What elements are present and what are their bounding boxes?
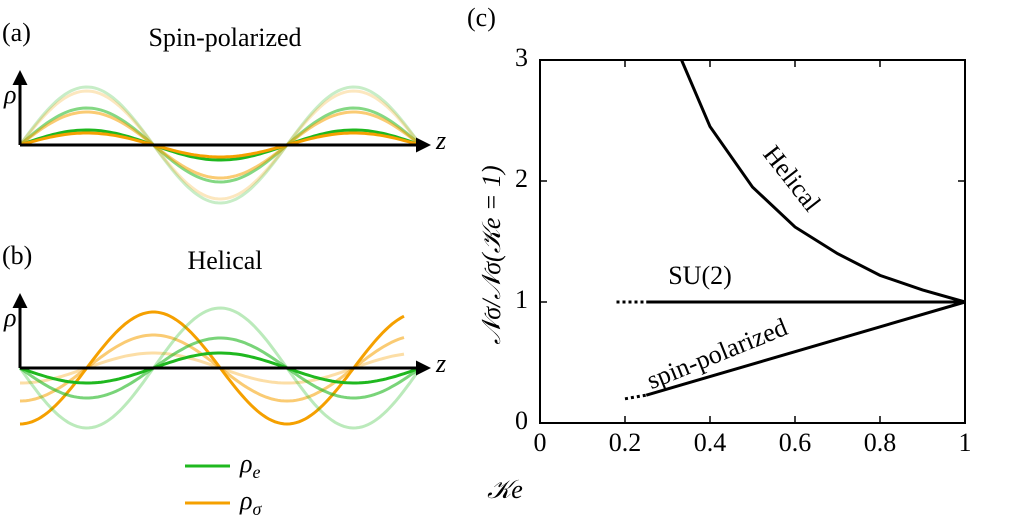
series-line xyxy=(645,300,966,397)
series-label: spin-polarized xyxy=(643,312,792,395)
legend-label: ρe xyxy=(239,449,260,482)
x-tick-label: 0.2 xyxy=(609,428,642,457)
axis-label: ρ xyxy=(3,303,16,332)
x-tick-label: 0.4 xyxy=(694,428,727,457)
wave xyxy=(18,85,421,205)
panel-label: (a) xyxy=(2,18,31,47)
wave xyxy=(18,89,421,201)
wave xyxy=(19,106,420,184)
y-tick-label: 0 xyxy=(515,406,528,435)
y-axis-label: 𝒩σ/𝒩σ(𝒦e = 1) xyxy=(477,165,506,344)
y-tick-label: 2 xyxy=(515,164,528,193)
series-line xyxy=(624,393,647,401)
panel-label: (c) xyxy=(467,3,496,32)
legend-subscript: e xyxy=(252,462,260,482)
plot-frame xyxy=(539,59,966,424)
y-tick-label: 3 xyxy=(515,43,528,72)
panel-label: (b) xyxy=(2,241,32,270)
wave xyxy=(19,131,420,159)
wave xyxy=(19,351,420,385)
axis-label: z xyxy=(435,126,446,155)
panel-title: Helical xyxy=(187,246,262,275)
wave xyxy=(18,306,421,430)
x-axis-label: 𝒦e xyxy=(487,475,523,504)
series-label: Helical xyxy=(757,140,826,217)
y-tick-label: 1 xyxy=(515,285,528,314)
x-tick-label: 0.8 xyxy=(864,428,897,457)
x-tick-label: 0 xyxy=(534,428,547,457)
x-tick-label: 1 xyxy=(959,428,972,457)
axis-label: ρ xyxy=(3,80,16,109)
wave xyxy=(19,110,420,180)
wave xyxy=(19,336,420,400)
axis-label: z xyxy=(435,349,446,378)
legend-symbol: ρ xyxy=(239,449,252,478)
series-line xyxy=(680,59,966,304)
x-tick-label: 0.6 xyxy=(779,428,812,457)
legend-subscript: σ xyxy=(252,499,262,519)
wave xyxy=(19,128,420,162)
legend-symbol: ρ xyxy=(239,486,252,515)
legend-label: ρσ xyxy=(239,486,262,519)
series-label: SU(2) xyxy=(668,261,732,290)
wave xyxy=(19,310,405,426)
panel-title: Spin-polarized xyxy=(148,23,301,52)
